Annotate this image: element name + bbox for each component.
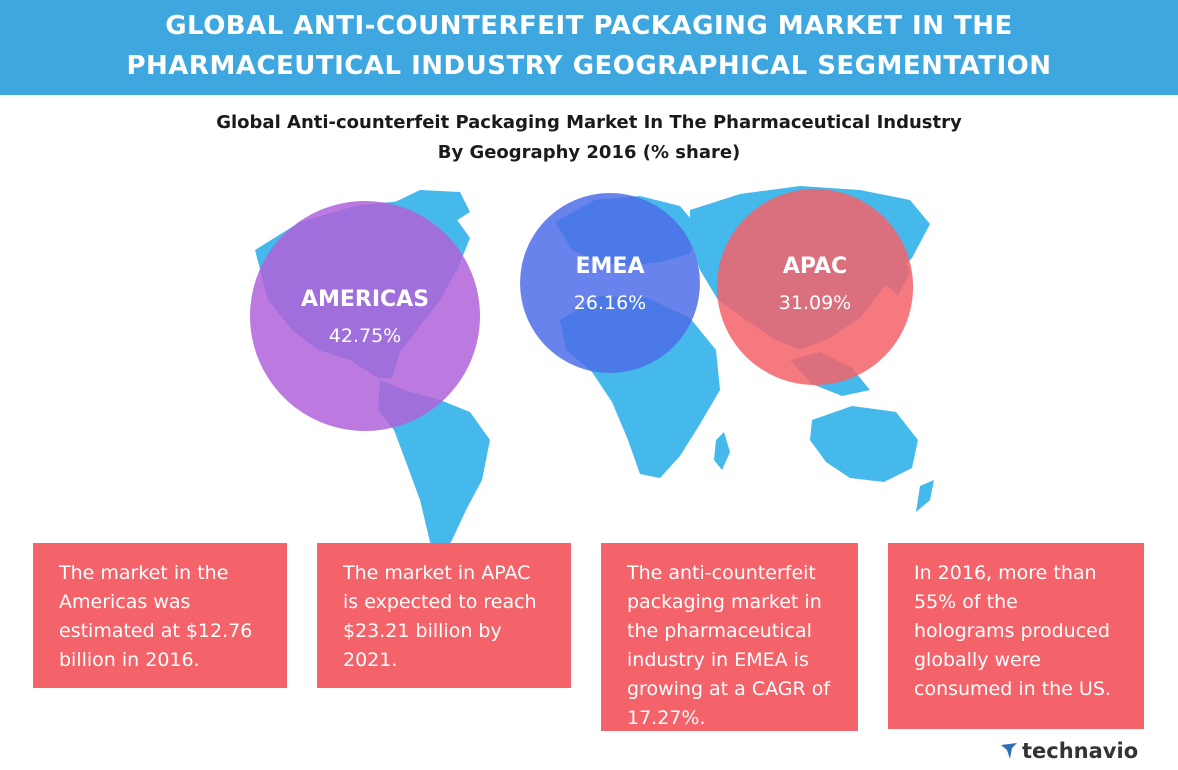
chart-title-line1: Global Anti-counterfeit Packaging Market… [216,112,962,133]
info-card-americas-text: The market in the Americas was estimated… [59,562,253,671]
bubble-value-apac: 31.09% [779,292,851,314]
bubble-layer: AMERICAS 42.75% EMEA 26.16% APAC 31.09% [250,188,914,431]
bubble-label-apac: APAC [783,254,847,279]
info-card-apac-text: The market in APAC is expected to reach … [343,562,537,671]
technavio-logo: technavio [1000,737,1138,765]
bubble-value-americas: 42.75% [329,325,401,347]
new-zealand-shape [916,480,934,512]
header-banner: GLOBAL ANTI-COUNTERFEIT PACKAGING MARKET… [0,0,1178,95]
bubble-label-americas: AMERICAS [301,287,429,312]
technavio-logo-text: technavio [1022,739,1139,763]
header-title-line2: PHARMACEUTICAL INDUSTRY GEOGRAPHICAL SEG… [126,51,1052,81]
bubble-emea [520,193,700,373]
technavio-logo-icon [1001,743,1017,759]
info-card-holograms-text: In 2016, more than 55% of the holograms … [914,562,1111,700]
australia-shape [810,406,918,482]
info-card-apac: The market in APAC is expected to reach … [317,543,571,688]
info-card-americas: The market in the Americas was estimated… [33,543,287,688]
chart-title-line2: By Geography 2016 (% share) [437,142,741,163]
info-card-emea: The anti-counterfeit packaging market in… [601,543,858,731]
header-title-line1: GLOBAL ANTI-COUNTERFEIT PACKAGING MARKET… [165,11,1013,41]
south-america-shape [378,380,490,560]
chart-title: Global Anti-counterfeit Packaging Market… [0,108,1178,168]
bubble-americas [250,201,480,431]
madagascar-shape [714,432,730,470]
info-card-emea-text: The anti-counterfeit packaging market in… [627,562,831,729]
info-card-holograms: In 2016, more than 55% of the holograms … [888,543,1144,729]
bubble-label-emea: EMEA [576,254,645,279]
bubble-value-emea: 26.16% [574,292,646,314]
bubble-apac [716,188,914,386]
